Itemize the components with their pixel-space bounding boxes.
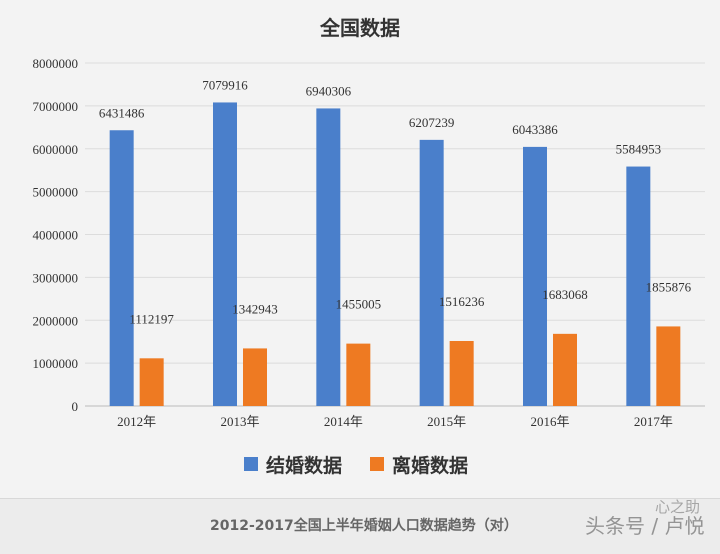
data-label: 5584953 — [616, 142, 662, 157]
bar-chart: 全国数据 0 1000000 2000000 3000000 4000000 500000… — [33, 16, 705, 477]
y-tick-label: 7000000 — [33, 99, 79, 114]
x-tick-label: 2015年 — [427, 414, 466, 429]
x-tick-label: 2013年 — [220, 414, 259, 429]
y-tick-label: 4000000 — [33, 228, 79, 243]
y-tick-label: 3000000 — [33, 270, 79, 285]
legend-swatch — [244, 457, 258, 471]
data-label: 1516236 — [439, 294, 485, 309]
watermark: 头条号 / 卢悦 — [585, 514, 705, 538]
data-label: 1112197 — [129, 311, 174, 326]
data-label: 6940306 — [306, 83, 352, 98]
y-tick-label: 2000000 — [33, 313, 79, 328]
y-tick-label: 6000000 — [33, 142, 79, 157]
chart-title: 全国数据 — [319, 16, 400, 40]
legend-swatch — [370, 457, 384, 471]
y-tick-label: 8000000 — [33, 56, 79, 71]
bar-marriage — [213, 102, 237, 406]
data-label: 1683068 — [542, 287, 588, 302]
x-tick-label: 2014年 — [324, 414, 363, 429]
x-tick-label: 2012年 — [117, 414, 156, 429]
bar-marriage — [109, 130, 134, 406]
bar-marriage — [316, 108, 341, 406]
y-tick-label: 0 — [72, 399, 79, 414]
x-tick-label: 2017年 — [634, 414, 673, 429]
watermark-top: 心之助 — [655, 498, 701, 516]
data-label: 6043386 — [512, 122, 558, 137]
y-tick-label: 1000000 — [33, 356, 79, 371]
bar-marriage — [523, 146, 547, 406]
data-label: 7079916 — [202, 77, 248, 92]
bar-marriage — [626, 166, 651, 406]
legend-label: 离婚数据 — [392, 454, 468, 477]
caption-bar — [0, 498, 720, 554]
y-tick-label: 5000000 — [33, 185, 79, 200]
bar-divorce — [553, 333, 577, 406]
bar-marriage — [419, 139, 444, 406]
bar-divorce — [243, 348, 267, 406]
data-label: 1455005 — [336, 297, 382, 312]
bar-divorce — [656, 326, 681, 406]
legend-label: 结婚数据 — [266, 454, 342, 477]
bar-divorce — [449, 340, 474, 406]
data-label: 1855876 — [646, 279, 692, 294]
bar-divorce — [139, 358, 164, 406]
x-tick-label: 2016年 — [530, 414, 569, 429]
data-label: 1342943 — [232, 301, 278, 316]
bar-divorce — [346, 343, 371, 406]
data-label: 6207239 — [409, 115, 455, 130]
data-label: 6431486 — [99, 105, 145, 120]
chart-caption: 2012-2017全国上半年婚姻人口数据趋势（对） — [210, 518, 518, 534]
